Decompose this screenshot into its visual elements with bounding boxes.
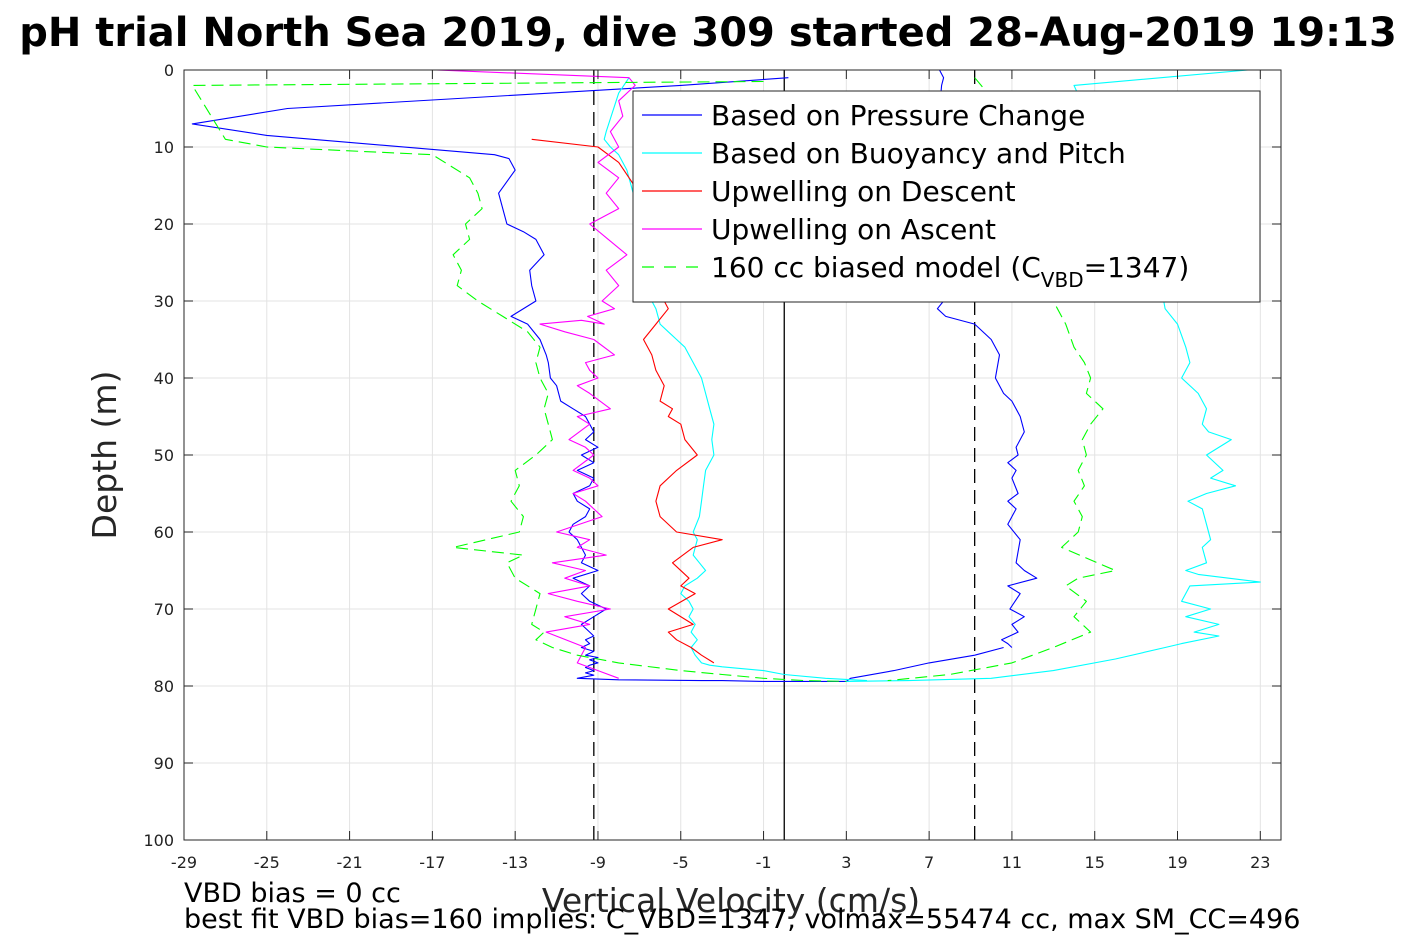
legend-box	[632, 90, 1261, 303]
y-axis-label: Depth (m)	[85, 371, 124, 540]
series-line-0	[191, 77, 1004, 682]
y-tick-label: 40	[154, 369, 174, 388]
x-tick-label: -9	[590, 853, 606, 872]
x-tick-label: 19	[1167, 853, 1187, 872]
y-tick-label: 100	[143, 831, 174, 850]
y-tick-label: 80	[154, 677, 174, 696]
y-tick-label: 0	[164, 61, 174, 80]
legend: Based on Pressure Change Based on Buoyanc…	[632, 90, 1261, 303]
y-tick-label: 60	[154, 523, 174, 542]
series-line-6	[191, 80, 847, 682]
x-tick-label: -25	[254, 853, 280, 872]
y-tick-label: 30	[154, 292, 174, 311]
y-tick-label: 50	[154, 446, 174, 465]
x-axis-label: Vertical Velocity (cm/s)	[542, 881, 920, 920]
x-tick-label: 11	[1002, 853, 1022, 872]
x-tick-label: -5	[673, 853, 689, 872]
y-tick-label: 10	[154, 138, 174, 157]
series-line-7	[887, 77, 1116, 682]
legend-label-4: 160 cc biased model (CVBD=1347)	[711, 251, 1189, 292]
x-tick-labels: -29 -25 -21 -17 -13 -9 -5 -1 3 7 11 15 19 23	[171, 853, 1271, 872]
legend-label-0: Based on Pressure Change	[711, 99, 1085, 132]
y-tick-label: 70	[154, 600, 174, 619]
x-tick-label: 3	[841, 853, 851, 872]
footer-line-1: VBD bias = 0 cc	[184, 878, 401, 909]
legend-label-2: Upwelling on Descent	[711, 175, 1016, 208]
x-tick-label: -29	[171, 853, 197, 872]
axes	[183, 69, 1282, 841]
x-tick-label: -1	[756, 853, 772, 872]
y-tick-labels: 0 10 20 30 40 50 60 70 80 90 100	[143, 61, 174, 850]
series-line-5	[436, 70, 636, 679]
legend-label-3: Upwelling on Ascent	[711, 213, 996, 246]
y-tick-label: 20	[154, 215, 174, 234]
footer-line-2: best fit VBD bias=160 implies: C_VBD=134…	[184, 904, 1300, 935]
legend-label-1: Based on Buoyancy and Pitch	[711, 137, 1126, 170]
x-tick-label: 15	[1085, 853, 1105, 872]
y-tick-label: 90	[154, 754, 174, 773]
x-tick-label: 7	[924, 853, 934, 872]
x-tick-label: 23	[1250, 853, 1270, 872]
x-tick-label: -13	[502, 853, 528, 872]
x-tick-label: -21	[337, 853, 363, 872]
x-tick-label: -17	[419, 853, 445, 872]
chart-title: pH trial North Sea 2019, dive 309 starte…	[19, 10, 1397, 56]
